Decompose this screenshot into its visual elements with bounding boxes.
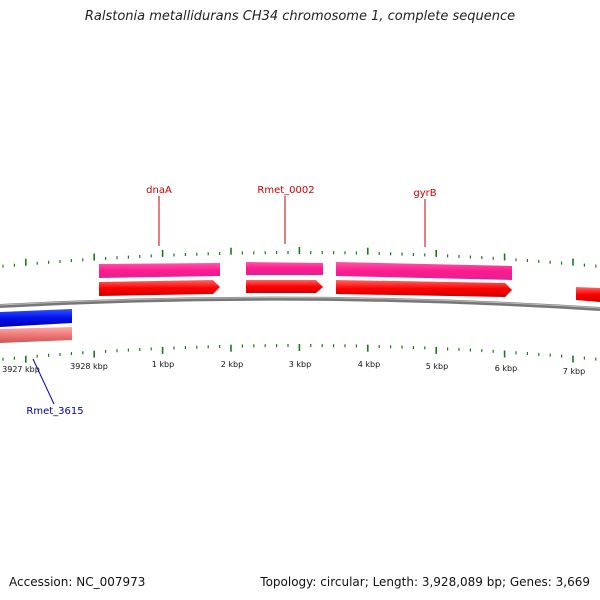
accession-value: NC_007973 [76, 575, 146, 589]
gene-label-dnaA[interactable]: dnaA [146, 185, 172, 196]
scale-label-3928kbp: 3928 kbp [70, 362, 108, 371]
cds-arrow-dnaA[interactable] [99, 280, 220, 296]
accession-label: Accession: [9, 575, 73, 589]
gene-label-gyrB[interactable]: gyrB [413, 188, 436, 199]
scale-label-3927kbp: 3927 kbp [2, 365, 40, 374]
gene-label-Rmet_0002[interactable]: Rmet_0002 [257, 185, 314, 196]
gene-box-dnaA[interactable] [99, 263, 220, 278]
gene-label-Rmet_3615[interactable]: Rmet_3615 [26, 406, 83, 417]
genes-label: Genes: [509, 575, 552, 589]
backbone-arc [0, 296, 600, 311]
scale-label-2kbp: 2 kbp [221, 360, 243, 369]
backbone-arc-highlight [0, 297, 600, 309]
scale-label-3kbp: 3 kbp [289, 360, 311, 369]
gene-box-gyrB[interactable] [336, 262, 512, 280]
cds-arrow-gyrB[interactable] [336, 280, 512, 297]
leader-line-Rmet_3615 [32, 358, 55, 405]
genes-value: 3,669 [555, 575, 590, 589]
topology-label: Topology: [260, 575, 317, 589]
length-value: 3,928,089 bp; [421, 575, 507, 589]
gene-box-Rmet_3615[interactable] [0, 327, 72, 343]
genome-summary: Topology: circular; Length: 3,928,089 bp… [260, 575, 590, 589]
inner-tick-row [2, 344, 597, 363]
cds-arrow-next[interactable] [576, 287, 600, 302]
scale-label-4kbp: 4 kbp [358, 360, 380, 369]
accession-info: Accession: NC_007973 [9, 575, 145, 589]
cds-arrow-Rmet_0002[interactable] [246, 280, 323, 293]
scale-label-1kbp: 1 kbp [152, 360, 174, 369]
cds-arrow-Rmet_3615[interactable] [0, 309, 72, 327]
scale-label-7kbp: 7 kbp [563, 367, 585, 376]
outer-tick-row [2, 247, 597, 268]
length-label: Length: [372, 575, 419, 589]
gene-box-Rmet_0002[interactable] [246, 262, 323, 275]
scale-label-5kbp: 5 kbp [426, 362, 448, 371]
topology-value: circular; [320, 575, 369, 589]
scale-label-6kbp: 6 kbp [495, 364, 517, 373]
map-title: Ralstonia metallidurans CH34 chromosome … [84, 9, 516, 24]
